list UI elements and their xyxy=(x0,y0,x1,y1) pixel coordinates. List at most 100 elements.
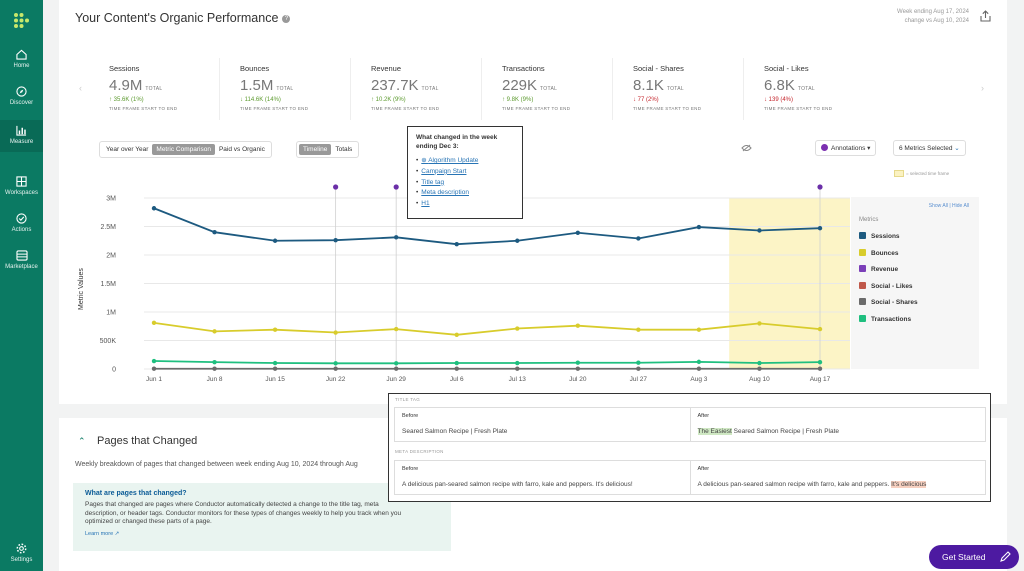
kpi-total-label: TOTAL xyxy=(666,86,685,92)
kpi-sessions[interactable]: Sessions 4.9M TOTAL ↑ 35.6K (1%) TIME FRA… xyxy=(89,58,220,120)
external-link-icon: ↗ xyxy=(114,531,120,538)
nav-settings[interactable]: Settings xyxy=(0,543,43,571)
learn-more-link[interactable]: Learn more ↗ xyxy=(85,531,439,537)
kpi-name: Transactions xyxy=(502,64,545,73)
popup-item-campaign-start[interactable]: Campaign Start xyxy=(416,167,514,178)
kpi-value: 8.1K xyxy=(633,77,664,94)
annotations-dropdown[interactable]: Annotations ▾ xyxy=(815,140,877,156)
meta-before-text: A delicious pan-seared salmon recipe wit… xyxy=(402,481,633,488)
legend-item-sessions[interactable]: Sessions xyxy=(859,232,900,240)
legend-label: Transactions xyxy=(871,316,912,323)
nav-home[interactable]: Home xyxy=(0,49,43,85)
legend-header: Metrics xyxy=(859,217,879,223)
metrics-selected-dropdown[interactable]: 6 Metrics Selected ⌄ xyxy=(893,140,966,156)
home-icon xyxy=(16,49,27,60)
kpi-time-frame: TIME FRAME START TO END xyxy=(240,106,309,111)
data-point-bounces xyxy=(696,327,702,332)
data-point-social-shares xyxy=(636,366,641,371)
data-point-sessions xyxy=(757,228,762,233)
nav-marketplace[interactable]: Marketplace xyxy=(0,250,43,286)
y-tick-label: 2M xyxy=(106,253,116,260)
popup-item-title-tag[interactable]: Title tag xyxy=(416,178,514,189)
data-point-transactions xyxy=(817,359,823,365)
x-tick-label: Jul 27 xyxy=(630,376,648,383)
popup-list: ⊕ Algorithm Update Campaign Start Title … xyxy=(416,156,514,210)
kpi-change: ↓ 139 (4%) xyxy=(764,97,794,103)
annotation-marker xyxy=(393,184,399,190)
kpi-bounces[interactable]: Bounces 1.5M TOTAL ↓ 114.6K (14%) TIME FR… xyxy=(220,58,351,120)
nav-actions[interactable]: Actions xyxy=(0,213,43,249)
conductor-logo[interactable] xyxy=(13,12,30,29)
data-point-sessions xyxy=(817,226,823,231)
legend-swatch xyxy=(859,249,866,256)
tab-metric-comparison[interactable]: Metric Comparison xyxy=(152,144,215,155)
legend-label: Bounces xyxy=(871,250,899,257)
kpi-value-row: 8.1K TOTAL xyxy=(633,77,684,94)
selected-time-frame-key: = selected time frame xyxy=(894,170,949,177)
data-point-sessions xyxy=(393,235,399,240)
tab-totals[interactable]: Totals xyxy=(335,146,353,153)
data-point-social-shares xyxy=(212,366,217,371)
data-point-transactions xyxy=(393,361,399,366)
kpi-social-likes[interactable]: Social - Likes 6.8K TOTAL ↓ 139 (4%) TIME… xyxy=(744,58,875,120)
hide-all-link[interactable]: Hide All xyxy=(952,203,969,209)
legend-item-transactions[interactable]: Transactions xyxy=(859,315,911,323)
data-point-bounces xyxy=(272,327,278,332)
kpi-total-label: TOTAL xyxy=(540,86,558,92)
nav-measure[interactable]: Measure xyxy=(0,120,43,152)
popup-item-h1[interactable]: H1 xyxy=(416,199,514,210)
before-label: Before xyxy=(402,466,419,472)
nav-discover[interactable]: Discover xyxy=(0,86,43,122)
kpi-total-label: TOTAL xyxy=(145,86,163,92)
legend-swatch xyxy=(859,282,866,289)
meta-before-cell: Before A delicious pan-seared salmon rec… xyxy=(395,461,691,494)
x-tick-label: Aug 17 xyxy=(810,376,831,383)
legend-swatch xyxy=(859,265,866,272)
tab-year-over-year[interactable]: Year over Year xyxy=(106,146,149,153)
nav-home-label: Home xyxy=(13,63,30,69)
legend-item-bounces[interactable]: Bounces xyxy=(859,249,898,257)
kpi-revenue[interactable]: Revenue 237.7K TOTAL ↑ 10.2K (9%) TIME FR… xyxy=(351,58,482,120)
kpi-prev-arrow[interactable]: ‹ xyxy=(79,83,82,93)
annotation-marker xyxy=(333,184,339,190)
popup-item-meta-description[interactable]: Meta description xyxy=(416,188,514,199)
kpi-social-shares[interactable]: Social - Shares 8.1K TOTAL ↓ 77 (2%) TIME… xyxy=(613,58,744,120)
bar-chart-icon xyxy=(16,125,27,136)
nav-discover-label: Discover xyxy=(9,100,34,106)
kpi-next-arrow[interactable]: › xyxy=(981,83,984,93)
get-started-button[interactable]: Get Started xyxy=(929,545,1019,569)
data-point-social-shares xyxy=(817,366,823,371)
y-tick-label: 1M xyxy=(106,310,116,317)
tab-paid-vs-organic[interactable]: Paid vs Organic xyxy=(218,146,265,153)
y-tick-label: 2.5M xyxy=(100,224,116,231)
help-icon[interactable]: ? xyxy=(282,15,291,23)
legend-item-social-likes[interactable]: Social - Likes xyxy=(859,282,913,290)
sidebar: Home Discover Measure Workspaces Actions… xyxy=(0,0,43,571)
data-point-transactions xyxy=(515,360,520,366)
comparison-mode-toggle: Year over Year Metric Comparison Paid vs… xyxy=(99,141,272,158)
legend-swatch xyxy=(859,315,866,322)
legend-item-revenue[interactable]: Revenue xyxy=(859,265,898,273)
kpi-name: Sessions xyxy=(109,64,140,73)
nav-workspaces[interactable]: Workspaces xyxy=(0,176,43,212)
series-line-sessions xyxy=(153,207,821,246)
export-icon[interactable] xyxy=(980,10,991,22)
popup-item-algorithm-update[interactable]: ⊕ Algorithm Update xyxy=(416,156,514,167)
annotation-marker xyxy=(817,184,823,190)
show-all-link[interactable]: Show All xyxy=(928,203,948,209)
kpi-value: 229K xyxy=(502,77,538,94)
pencil-icon xyxy=(1000,551,1011,562)
kpi-transactions[interactable]: Transactions 229K TOTAL ↑ 9.8K (9%) TIME … xyxy=(482,58,613,120)
collapse-chevron-icon[interactable]: ⌃ xyxy=(78,436,86,446)
kpi-name: Bounces xyxy=(240,64,270,73)
annotations-label: Annotations xyxy=(831,145,866,152)
data-point-sessions xyxy=(272,238,278,243)
title-after-rest: Seared Salmon Recipe | Fresh Plate xyxy=(731,428,840,435)
kpi-total-label: TOTAL xyxy=(797,86,816,92)
tab-timeline[interactable]: Timeline xyxy=(299,144,332,155)
eye-off-icon[interactable] xyxy=(741,144,752,152)
data-point-transactions xyxy=(636,360,641,365)
legend-item-social-shares[interactable]: Social - Shares xyxy=(859,298,918,306)
legend-label: Revenue xyxy=(871,266,899,273)
metrics-selected-label: 6 Metrics Selected xyxy=(899,145,953,152)
